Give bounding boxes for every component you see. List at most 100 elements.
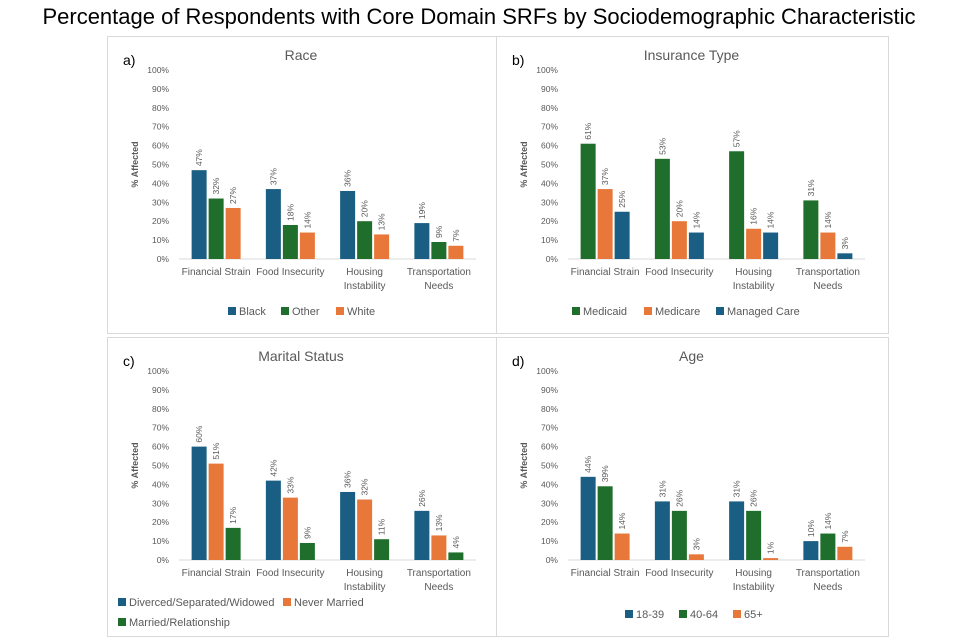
- bar-married-relationship: [374, 539, 390, 560]
- x-tick-label: Instability: [344, 582, 386, 593]
- legend-label: Medicare: [655, 306, 700, 318]
- legend-label: Managed Care: [727, 306, 800, 318]
- data-label: 3%: [840, 237, 850, 250]
- bar-40-64: [597, 486, 613, 560]
- bar-married-relationship: [225, 527, 241, 560]
- panel-letter: d): [512, 353, 524, 369]
- y-tick-label: 50%: [152, 461, 169, 471]
- legend-label: Medicaid: [583, 306, 627, 318]
- x-tick-label: Transportation: [407, 568, 471, 579]
- data-label: 37%: [268, 168, 278, 185]
- data-label: 18%: [285, 204, 295, 221]
- x-tick-label: Financial Strain: [182, 267, 251, 278]
- x-tick-label: Food Insecurity: [645, 267, 713, 278]
- bar-diverced-separated-widowed: [340, 491, 356, 560]
- bar-65-: [688, 554, 704, 560]
- bar-18-39: [580, 476, 596, 560]
- data-label: 61%: [583, 122, 593, 139]
- bar-65-: [614, 533, 630, 560]
- y-tick-label: 60%: [152, 442, 169, 452]
- y-tick-label: 90%: [152, 385, 169, 395]
- chart-title: Race: [285, 47, 318, 63]
- data-label: 16%: [749, 207, 759, 224]
- x-tick-label: Transportation: [796, 267, 860, 278]
- legend-label: Other: [292, 306, 320, 318]
- bar-married-relationship: [448, 552, 464, 560]
- panel-marital: c) Marital Status % Affected 0% 10% 20% 30% 40%…: [107, 337, 497, 637]
- legend-swatch: [118, 598, 126, 606]
- y-tick-label: 100%: [536, 65, 558, 75]
- data-label: 32%: [360, 478, 370, 495]
- y-tick-label: 20%: [152, 216, 169, 226]
- bar-white: [448, 245, 464, 259]
- data-label: 7%: [840, 530, 850, 543]
- data-label: 9%: [302, 526, 312, 539]
- y-tick-label: 90%: [541, 84, 558, 94]
- data-label: 3%: [691, 538, 701, 551]
- legend-label: 65+: [744, 609, 763, 621]
- bar-white: [225, 207, 241, 259]
- data-label: 26%: [417, 489, 427, 506]
- x-tick-label: Instability: [733, 281, 775, 292]
- legend-swatch: [625, 610, 633, 618]
- legend-label: White: [347, 306, 375, 318]
- bar-65-: [763, 558, 779, 560]
- y-tick-label: 20%: [541, 517, 558, 527]
- bar-other: [431, 241, 447, 259]
- y-tick-label: 0%: [546, 555, 559, 565]
- bar-never-married: [357, 499, 373, 560]
- y-tick-label: 40%: [152, 178, 169, 188]
- bar-40-64: [671, 510, 687, 560]
- panel-letter: c): [123, 353, 135, 369]
- bar-other: [357, 221, 373, 259]
- bar-18-39: [729, 501, 745, 560]
- bar-other: [208, 198, 224, 259]
- panel-insurance: b) Insurance Type % Affected 0% 10% 20% 30% 40%…: [496, 36, 889, 334]
- data-label: 10%: [806, 520, 816, 537]
- x-tick-label: Financial Strain: [571, 267, 640, 278]
- y-tick-label: 90%: [541, 385, 558, 395]
- x-tick-label: Needs: [813, 582, 842, 593]
- legend-swatch: [716, 307, 724, 315]
- legend-swatch: [572, 307, 580, 315]
- legend-swatch: [644, 307, 652, 315]
- y-tick-label: 70%: [152, 423, 169, 433]
- data-label: 14%: [823, 211, 833, 228]
- data-label: 25%: [617, 190, 627, 207]
- y-tick-label: 70%: [541, 122, 558, 132]
- y-tick-label: 90%: [152, 84, 169, 94]
- bar-black: [414, 223, 430, 259]
- x-tick-label: Needs: [424, 582, 453, 593]
- x-tick-label: Housing: [346, 568, 383, 579]
- data-label: 14%: [302, 211, 312, 228]
- legend-swatch: [118, 618, 126, 626]
- y-tick-label: 10%: [541, 536, 558, 546]
- figure-title: Percentage of Respondents with Core Doma…: [42, 4, 916, 29]
- x-tick-label: Transportation: [407, 267, 471, 278]
- data-label: 26%: [674, 489, 684, 506]
- bar-18-39: [654, 501, 670, 560]
- data-label: 31%: [657, 480, 667, 497]
- data-label: 47%: [194, 149, 204, 166]
- y-tick-label: 100%: [147, 65, 169, 75]
- y-tick-label: 60%: [541, 442, 558, 452]
- y-tick-label: 30%: [541, 498, 558, 508]
- bar-black: [265, 189, 281, 259]
- data-label: 36%: [343, 170, 353, 187]
- legend-label: Never Married: [294, 597, 364, 609]
- y-tick-label: 80%: [541, 404, 558, 414]
- bar-40-64: [820, 533, 836, 560]
- data-label: 13%: [377, 213, 387, 230]
- data-label: 20%: [360, 200, 370, 217]
- legend-label: 18-39: [636, 609, 664, 621]
- panel-age: d) Age % Affected 0% 10% 20% 30% 40% 50% 60% 70% 80…: [496, 337, 889, 637]
- bar-diverced-separated-widowed: [414, 510, 430, 560]
- x-tick-label: Needs: [424, 281, 453, 292]
- bar-medicaid: [729, 151, 745, 259]
- y-tick-label: 40%: [541, 479, 558, 489]
- x-tick-label: Financial Strain: [571, 568, 640, 579]
- bar-other: [282, 224, 298, 259]
- data-label: 32%: [211, 177, 221, 194]
- y-tick-label: 40%: [541, 178, 558, 188]
- y-axis-title: % Affected: [519, 442, 529, 488]
